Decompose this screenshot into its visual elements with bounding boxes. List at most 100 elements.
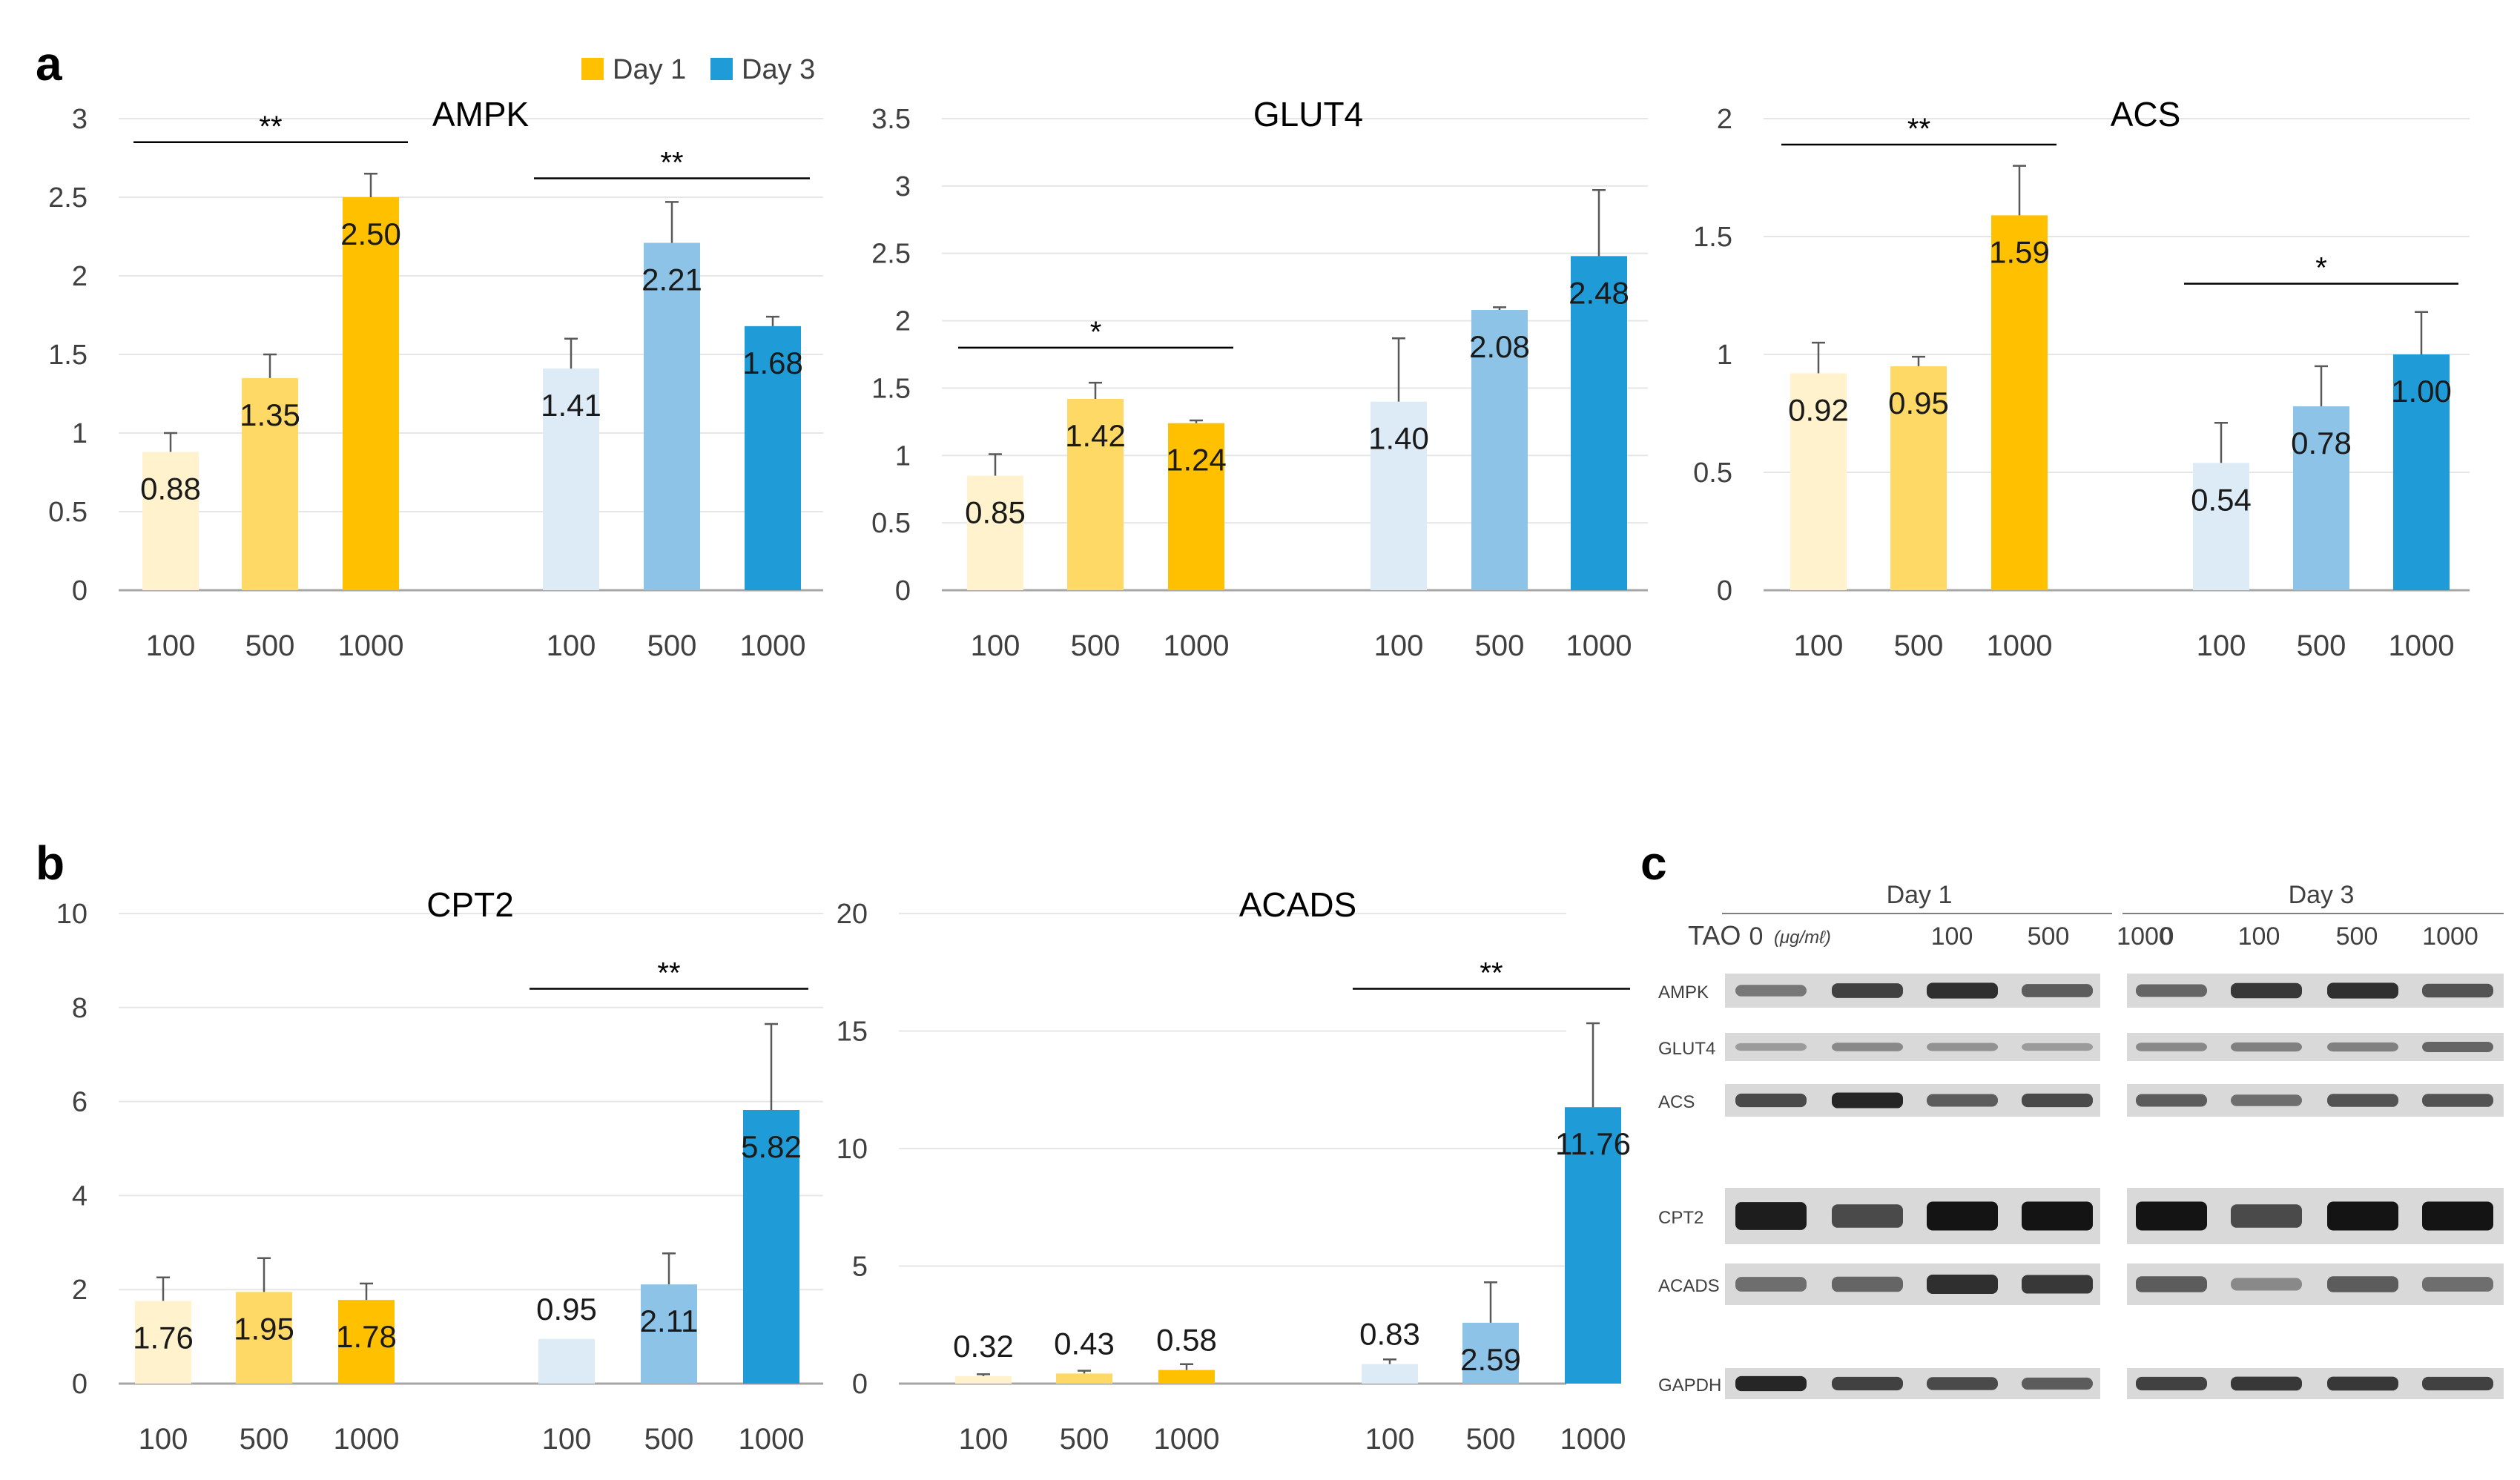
bar bbox=[967, 475, 1023, 590]
gel-gene-label: ACS bbox=[1658, 1092, 1695, 1112]
y-tick-label: 5 bbox=[852, 1252, 868, 1283]
y-tick-label: 3 bbox=[895, 171, 911, 202]
gel-band bbox=[2327, 982, 2398, 999]
gel-band bbox=[2327, 1094, 2398, 1107]
y-tick-label: 2 bbox=[1717, 104, 1732, 135]
gel-unit-label: (μg/mℓ) bbox=[1774, 928, 1831, 948]
panel-label-b: b bbox=[36, 836, 65, 890]
chart-acs: 0 0.5 1 1.5 2 ACS 0.92 100 0.95 500 1.59 1000 0.54 10… bbox=[1693, 95, 2470, 662]
data-label: 0.43 bbox=[1054, 1326, 1115, 1361]
y-tick-label: 1.5 bbox=[1693, 222, 1732, 253]
gel-gene-label: GAPDH bbox=[1658, 1375, 1721, 1395]
gel-tao-label: TAO bbox=[1688, 920, 1741, 951]
gel-dose-label-day1: 100 bbox=[1931, 922, 1973, 951]
gel-band bbox=[2327, 1201, 2398, 1231]
x-tick-label: 1000 bbox=[1987, 630, 2053, 662]
gel-band bbox=[2022, 1377, 2093, 1390]
significance-marker: ** bbox=[259, 110, 282, 143]
y-tick-label: 3.5 bbox=[871, 104, 911, 135]
y-tick-label: 2 bbox=[72, 261, 88, 292]
chart-ampk: 0 0.5 1 1.5 2 2.5 3 AMPK 0.88 100 1.35 500 2.50 1000 1… bbox=[48, 95, 823, 662]
bar bbox=[1362, 1364, 1418, 1384]
data-label: 0.85 bbox=[965, 495, 1026, 530]
bar bbox=[1056, 1373, 1112, 1384]
data-label: 0.54 bbox=[2191, 482, 2252, 517]
gel-band bbox=[2422, 1277, 2493, 1292]
data-label: 0.95 bbox=[1888, 386, 1949, 420]
bar bbox=[1462, 1322, 1519, 1384]
x-tick-label: 1000 bbox=[334, 1423, 400, 1456]
x-tick-label: 100 bbox=[542, 1423, 592, 1456]
data-label: 1.76 bbox=[133, 1320, 194, 1355]
significance-marker: ** bbox=[660, 147, 683, 179]
x-tick-label: 500 bbox=[240, 1423, 289, 1456]
gel-dose-label-day3: 0 bbox=[2160, 922, 2174, 951]
y-tick-label: 0.5 bbox=[871, 508, 911, 539]
y-tick-label: 1 bbox=[895, 440, 911, 472]
chart-title: GLUT4 bbox=[1253, 95, 1363, 133]
gel-band bbox=[1927, 1094, 1998, 1107]
gel-band bbox=[2022, 1093, 2093, 1108]
gel-gene-label: AMPK bbox=[1658, 982, 1709, 1002]
y-tick-label: 0 bbox=[895, 575, 911, 607]
x-tick-label: 100 bbox=[971, 630, 1020, 662]
data-label: 0.32 bbox=[953, 1329, 1014, 1364]
significance-marker: ** bbox=[1907, 113, 1930, 145]
y-tick-label: 1.5 bbox=[48, 340, 88, 371]
data-label: 11.76 bbox=[1555, 1126, 1631, 1161]
x-tick-label: 1000 bbox=[1154, 1423, 1220, 1456]
gel-band bbox=[2136, 984, 2207, 997]
data-label: 0.83 bbox=[1359, 1317, 1420, 1352]
bar bbox=[1067, 398, 1124, 590]
bar bbox=[1168, 423, 1224, 590]
gel-band bbox=[1927, 1275, 1998, 1294]
data-label: 2.59 bbox=[1460, 1342, 1521, 1377]
panel-label-c: c bbox=[1640, 836, 1667, 890]
gel-band bbox=[2022, 984, 2093, 997]
x-tick-label: 500 bbox=[1475, 630, 1525, 662]
bar bbox=[242, 377, 298, 590]
x-tick-label: 500 bbox=[644, 1423, 694, 1456]
legend-day1-label: Day 1 bbox=[613, 54, 686, 85]
y-tick-label: 20 bbox=[837, 899, 868, 930]
y-tick-label: 1.5 bbox=[871, 373, 911, 404]
gel-band bbox=[2231, 982, 2302, 999]
data-label: 1.24 bbox=[1166, 443, 1227, 478]
gel-band bbox=[2136, 1201, 2207, 1231]
bar bbox=[1565, 1107, 1621, 1384]
y-tick-label: 8 bbox=[72, 993, 88, 1024]
bar bbox=[743, 1110, 799, 1384]
gel-band bbox=[1735, 1093, 1807, 1108]
y-tick-label: 0.5 bbox=[48, 497, 88, 528]
gel-band bbox=[2231, 1042, 2302, 1052]
gel-gene-label: GLUT4 bbox=[1658, 1039, 1715, 1059]
data-label: 5.82 bbox=[741, 1129, 802, 1164]
chart-glut4: 0 0.5 1 1.5 2 2.5 3 3.5 GLUT4 0.85 100 1.42 500 1.24 1… bbox=[871, 95, 1648, 662]
gel-gene-label: CPT2 bbox=[1658, 1208, 1703, 1228]
chart-title: ACS bbox=[2111, 95, 2181, 133]
gel-band bbox=[1927, 982, 1998, 999]
gel-band bbox=[1927, 1201, 1998, 1231]
x-tick-label: 500 bbox=[647, 630, 697, 662]
gel-band bbox=[2327, 1276, 2398, 1292]
x-tick-label: 500 bbox=[1060, 1423, 1109, 1456]
legend-day3-label: Day 3 bbox=[742, 54, 815, 85]
bar bbox=[2393, 354, 2450, 590]
gel-day1-label: Day 1 bbox=[1887, 881, 1953, 909]
gel-band bbox=[2422, 1376, 2493, 1391]
gel-band bbox=[2231, 1204, 2302, 1228]
gel-band bbox=[2022, 1043, 2093, 1051]
bar bbox=[343, 197, 399, 590]
significance-marker: * bbox=[1090, 316, 1102, 348]
bar bbox=[641, 1284, 697, 1384]
data-label: 1.00 bbox=[2391, 374, 2452, 409]
data-label: 1.68 bbox=[742, 346, 803, 380]
bar bbox=[1158, 1370, 1215, 1384]
legend: Day 1 Day 3 bbox=[581, 54, 815, 85]
data-label: 0.88 bbox=[140, 471, 201, 506]
x-tick-label: 100 bbox=[959, 1423, 1009, 1456]
gel-band bbox=[2022, 1201, 2093, 1231]
gel-band bbox=[2231, 1376, 2302, 1391]
data-label: 0.92 bbox=[1788, 392, 1849, 427]
y-tick-label: 0 bbox=[1717, 575, 1732, 607]
